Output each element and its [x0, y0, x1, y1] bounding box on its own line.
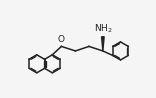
Polygon shape — [102, 37, 104, 51]
Text: NH$_2$: NH$_2$ — [94, 23, 113, 35]
Text: O: O — [58, 35, 65, 44]
